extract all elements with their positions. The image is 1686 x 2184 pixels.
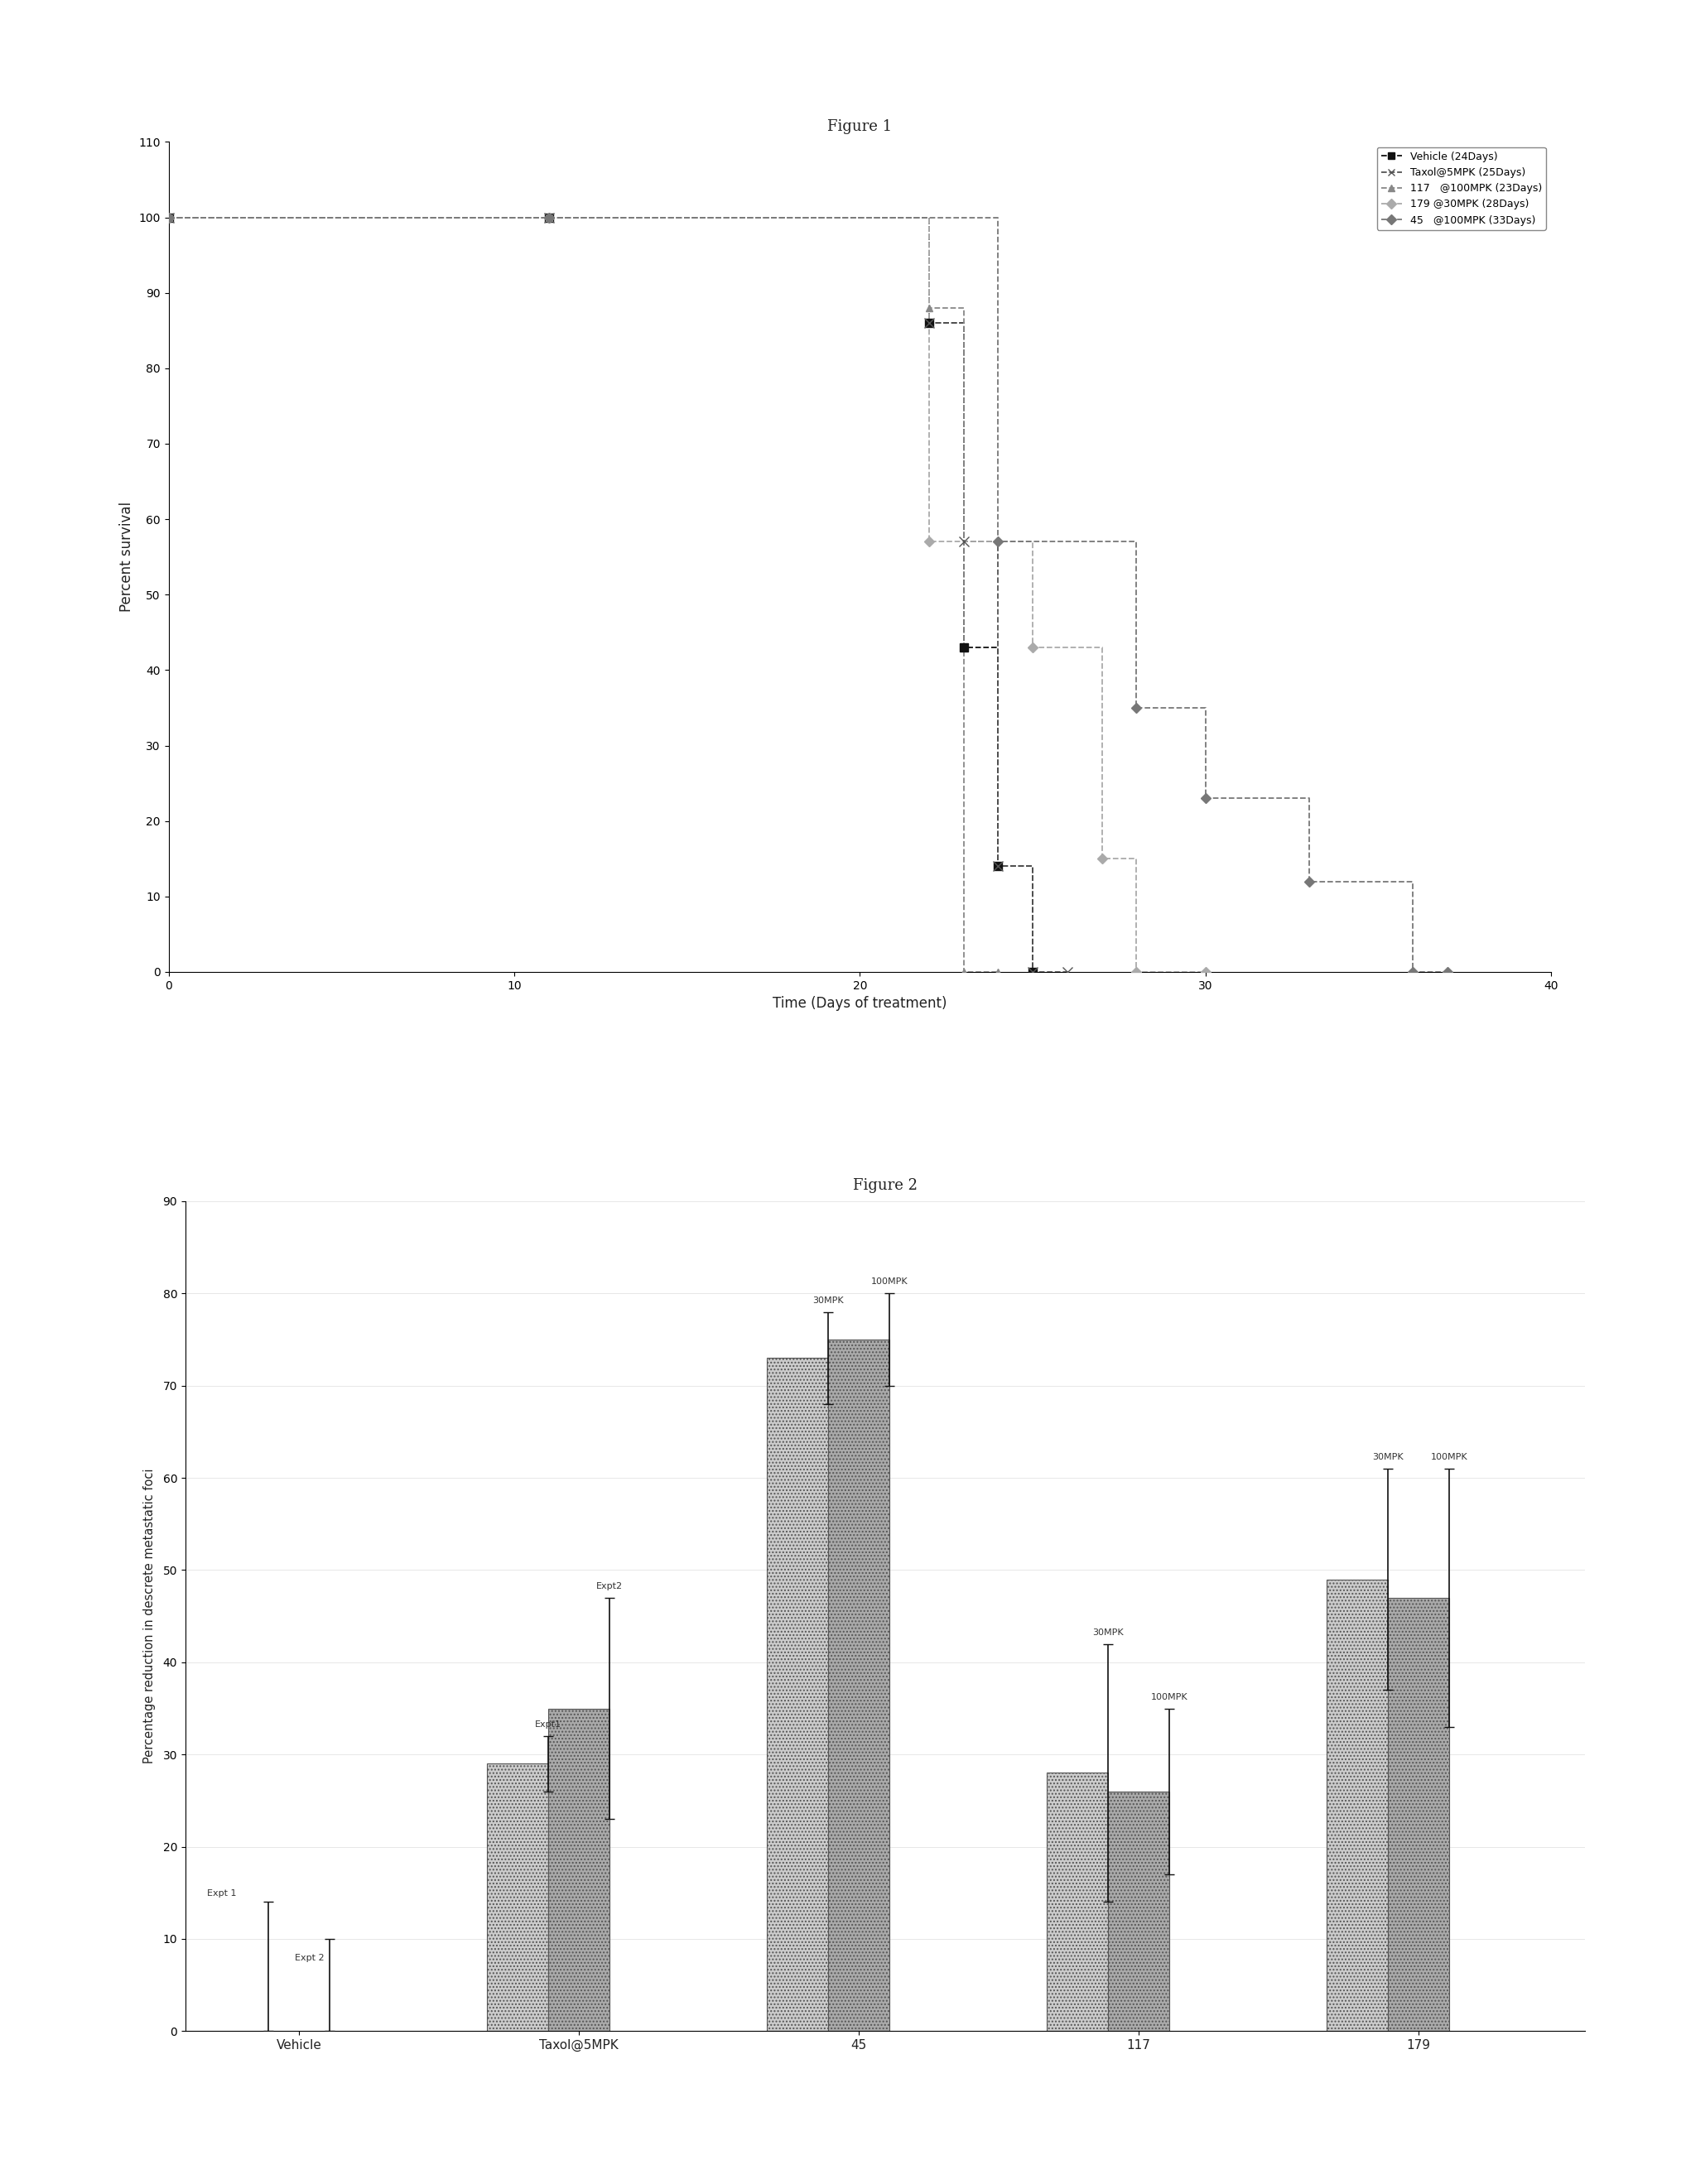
Line: 117   @100MPK (23Days): 117 @100MPK (23Days) xyxy=(169,218,998,972)
Text: Expt 1: Expt 1 xyxy=(207,1889,236,1898)
Line: 45   @100MPK (33Days): 45 @100MPK (33Days) xyxy=(169,218,1447,972)
117   @100MPK (23Days) xyxy=(919,295,939,321)
Taxol@5MPK (25Days) xyxy=(158,205,179,232)
179 @30MPK (28Days) xyxy=(1022,633,1042,660)
45   @100MPK (33Days) xyxy=(1403,959,1423,985)
179 @30MPK (28Days) xyxy=(1091,845,1111,871)
45   @100MPK (33Days) xyxy=(1126,695,1146,721)
Legend: Vehicle (24Days), Taxol@5MPK (25Days), 117   @100MPK (23Days), 179 @30MPK (28Day: Vehicle (24Days), Taxol@5MPK (25Days), 1… xyxy=(1377,146,1546,229)
Taxol@5MPK (25Days) xyxy=(988,854,1008,880)
Bar xyxy=(828,1339,890,2031)
Bar xyxy=(1327,1579,1388,2031)
45   @100MPK (33Days) xyxy=(158,205,179,232)
Text: 100MPK: 100MPK xyxy=(1431,1452,1469,1461)
Taxol@5MPK (25Days) xyxy=(1057,959,1077,985)
Bar xyxy=(548,1708,610,2031)
Text: 100MPK: 100MPK xyxy=(872,1278,909,1286)
Line: Taxol@5MPK (25Days): Taxol@5MPK (25Days) xyxy=(169,218,1067,972)
45   @100MPK (33Days) xyxy=(540,205,560,232)
179 @30MPK (28Days) xyxy=(540,205,560,232)
45   @100MPK (33Days) xyxy=(1436,959,1457,985)
Vehicle (24Days) xyxy=(540,205,560,232)
Bar xyxy=(1047,1773,1108,2031)
X-axis label: Time (Days of treatment): Time (Days of treatment) xyxy=(772,996,948,1011)
Bar xyxy=(1388,1599,1450,2031)
Taxol@5MPK (25Days) xyxy=(1022,959,1042,985)
Text: 30MPK: 30MPK xyxy=(1093,1627,1125,1636)
45   @100MPK (33Days) xyxy=(988,529,1008,555)
179 @30MPK (28Days) xyxy=(1195,959,1216,985)
Y-axis label: Percent survival: Percent survival xyxy=(120,502,133,612)
Y-axis label: Percentage reduction in descrete metastatic foci: Percentage reduction in descrete metasta… xyxy=(143,1468,155,1765)
Vehicle (24Days) xyxy=(919,310,939,336)
Text: Expt2: Expt2 xyxy=(597,1581,622,1590)
117   @100MPK (23Days) xyxy=(954,959,975,985)
Vehicle (24Days) xyxy=(954,633,975,660)
Line: 179 @30MPK (28Days): 179 @30MPK (28Days) xyxy=(169,218,1205,972)
Line: Vehicle (24Days): Vehicle (24Days) xyxy=(169,218,1032,972)
Text: 30MPK: 30MPK xyxy=(813,1295,845,1304)
Text: 100MPK: 100MPK xyxy=(1152,1693,1189,1701)
Bar xyxy=(1108,1791,1170,2031)
117   @100MPK (23Days) xyxy=(540,205,560,232)
117   @100MPK (23Days) xyxy=(158,205,179,232)
Taxol@5MPK (25Days) xyxy=(954,529,975,555)
Bar xyxy=(767,1358,828,2031)
45   @100MPK (33Days) xyxy=(1195,786,1216,812)
45   @100MPK (33Days) xyxy=(1300,869,1320,895)
117   @100MPK (23Days) xyxy=(988,959,1008,985)
Vehicle (24Days) xyxy=(1022,959,1042,985)
179 @30MPK (28Days) xyxy=(919,529,939,555)
Bar xyxy=(487,1765,548,2031)
Title: Figure 1: Figure 1 xyxy=(828,118,892,133)
Text: Expt1: Expt1 xyxy=(534,1721,561,1730)
Vehicle (24Days) xyxy=(158,205,179,232)
Text: Expt 2: Expt 2 xyxy=(295,1955,324,1961)
Taxol@5MPK (25Days) xyxy=(919,310,939,336)
Taxol@5MPK (25Days) xyxy=(540,205,560,232)
179 @30MPK (28Days) xyxy=(1126,959,1146,985)
179 @30MPK (28Days) xyxy=(158,205,179,232)
Vehicle (24Days) xyxy=(988,854,1008,880)
Title: Figure 2: Figure 2 xyxy=(853,1177,917,1192)
Text: 30MPK: 30MPK xyxy=(1372,1452,1404,1461)
